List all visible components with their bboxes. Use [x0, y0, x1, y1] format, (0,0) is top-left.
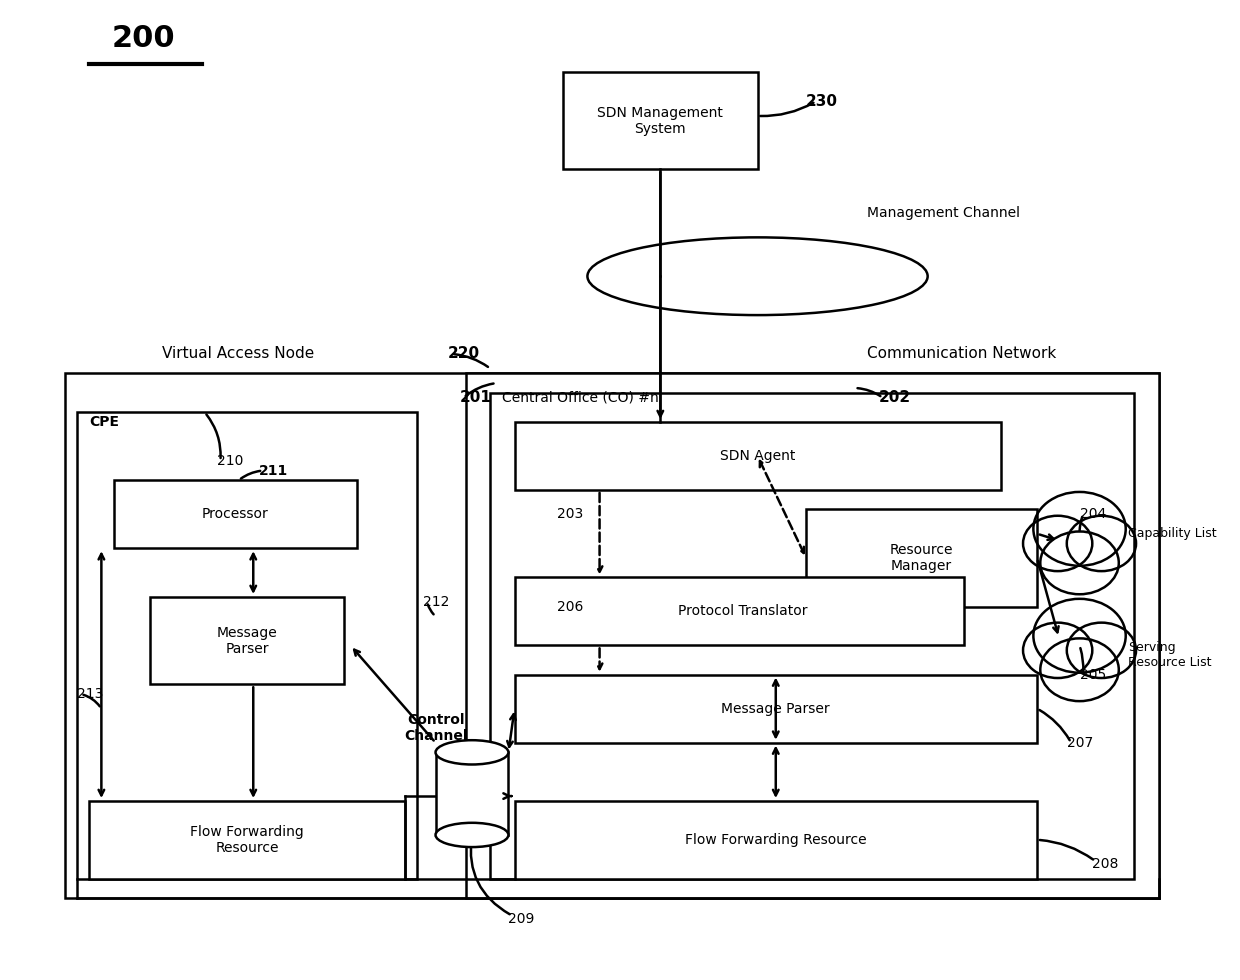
Text: 208: 208: [1091, 858, 1118, 871]
Text: Control
Channel: Control Channel: [404, 713, 467, 743]
Text: 206: 206: [557, 600, 583, 613]
Text: Communication Network: Communication Network: [867, 347, 1056, 362]
Text: Capability List: Capability List: [1128, 527, 1216, 540]
Text: 209: 209: [508, 912, 534, 926]
Bar: [435, 753, 508, 835]
Text: CPE: CPE: [89, 415, 119, 429]
Bar: [490, 393, 1135, 879]
Text: 201: 201: [460, 390, 492, 405]
Text: 204: 204: [1080, 508, 1106, 521]
Bar: [515, 674, 1037, 743]
Text: Flow Forwarding
Resource: Flow Forwarding Resource: [190, 825, 304, 855]
Bar: [515, 577, 965, 646]
Text: 207: 207: [1068, 736, 1094, 750]
Bar: [77, 413, 418, 879]
Bar: [150, 597, 345, 684]
Text: Management Channel: Management Channel: [867, 206, 1019, 220]
Text: Serving
Resource List: Serving Resource List: [1128, 641, 1211, 669]
Bar: [466, 373, 1158, 898]
Text: 200: 200: [112, 24, 176, 53]
Text: Resource
Manager: Resource Manager: [890, 543, 954, 573]
Text: Flow Forwarding Resource: Flow Forwarding Resource: [684, 833, 867, 847]
Text: SDN Agent: SDN Agent: [720, 449, 795, 463]
Text: Protocol Translator: Protocol Translator: [678, 605, 807, 618]
Bar: [114, 480, 357, 548]
Text: 212: 212: [423, 595, 450, 609]
Text: 211: 211: [259, 464, 289, 477]
Text: 230: 230: [806, 94, 838, 109]
Bar: [515, 422, 1001, 490]
Text: 205: 205: [1080, 667, 1106, 682]
Text: Central Office (CO) #n: Central Office (CO) #n: [502, 391, 660, 405]
Text: Virtual Access Node: Virtual Access Node: [162, 347, 315, 362]
Ellipse shape: [435, 823, 508, 847]
Bar: [563, 73, 758, 170]
Bar: [806, 510, 1037, 607]
Text: 213: 213: [77, 687, 103, 701]
Bar: [89, 801, 405, 879]
Text: Message
Parser: Message Parser: [217, 625, 278, 656]
Bar: [515, 801, 1037, 879]
Ellipse shape: [435, 740, 508, 764]
Text: 202: 202: [879, 390, 911, 405]
Text: 210: 210: [217, 454, 243, 467]
Text: 220: 220: [448, 347, 480, 362]
Text: Processor: Processor: [202, 508, 268, 521]
Text: SDN Management
System: SDN Management System: [598, 106, 723, 136]
Bar: [64, 373, 1158, 898]
Text: 203: 203: [557, 508, 583, 521]
Text: Message Parser: Message Parser: [722, 702, 830, 715]
